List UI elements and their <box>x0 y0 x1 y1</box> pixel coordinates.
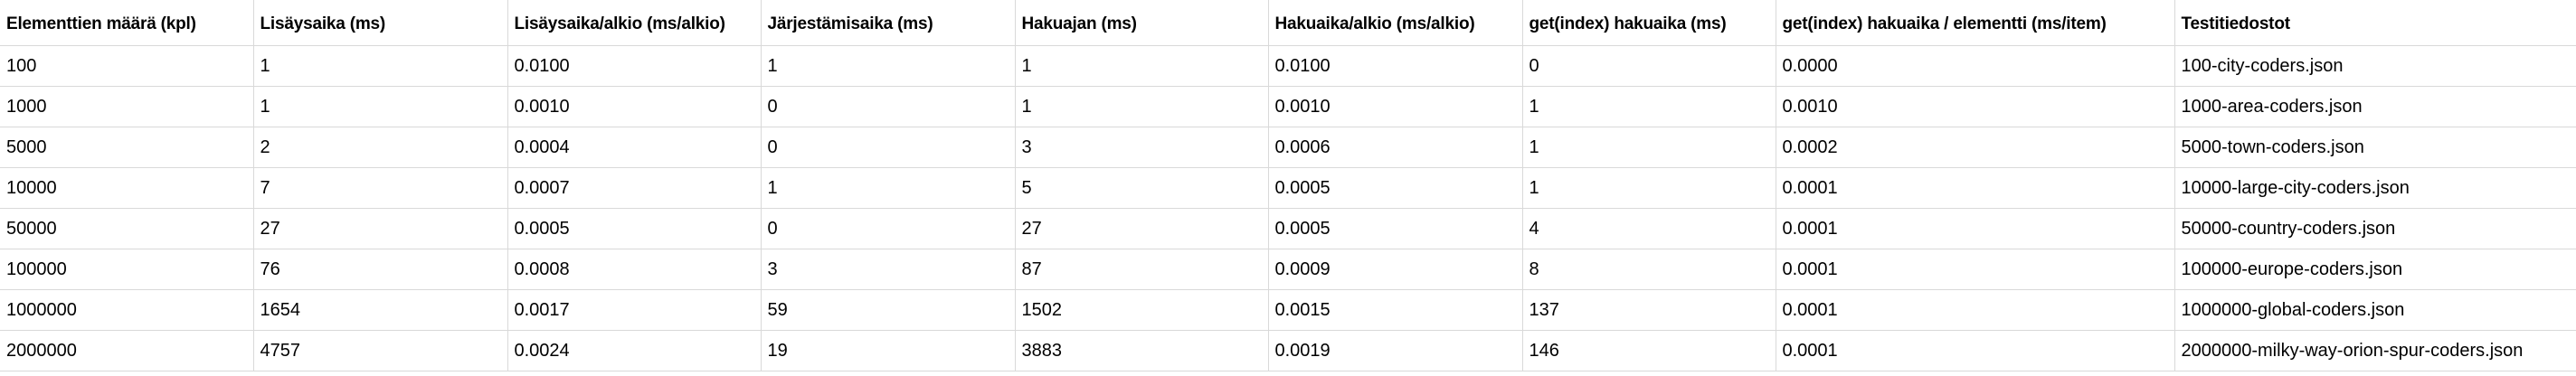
cell-insert-time-per-item[interactable]: 0.0024 <box>507 330 762 371</box>
cell-search-time[interactable]: 1502 <box>1015 289 1269 331</box>
cell-sort-time[interactable]: 3 <box>761 249 1016 290</box>
cell-get-index-time[interactable]: 137 <box>1522 289 1776 331</box>
cell-sort-time[interactable]: 59 <box>761 289 1016 331</box>
table-row: 1000 1 0.0010 0 1 0.0010 1 0.0010 1000-area-code… <box>0 86 2576 127</box>
cell-search-time-per-item[interactable]: 0.0005 <box>1268 208 1523 249</box>
cell-insert-time[interactable]: 7 <box>253 167 508 209</box>
cell-insert-time[interactable]: 1 <box>253 86 508 127</box>
cell-element-count[interactable]: 1000 <box>0 86 254 127</box>
cell-get-index-time[interactable]: 0 <box>1522 45 1776 87</box>
cell-search-time-per-item[interactable]: 0.0005 <box>1268 167 1523 209</box>
header-cell-test-files[interactable]: Testitiedostot <box>2174 0 2576 46</box>
cell-element-count[interactable]: 1000000 <box>0 289 254 331</box>
cell-element-count[interactable]: 100000 <box>0 249 254 290</box>
header-row: Elementtien määrä (kpl) Lisäysaika (ms) … <box>0 0 2576 46</box>
cell-insert-time[interactable]: 2 <box>253 127 508 168</box>
cell-element-count[interactable]: 10000 <box>0 167 254 209</box>
header-cell-insert-time[interactable]: Lisäysaika (ms) <box>253 0 508 46</box>
cell-insert-time[interactable]: 1 <box>253 45 508 87</box>
cell-insert-time[interactable]: 27 <box>253 208 508 249</box>
cell-search-time[interactable]: 3 <box>1015 127 1269 168</box>
cell-get-index-time-per-item[interactable]: 0.0000 <box>1776 45 2175 87</box>
table-row: 2000000 4757 0.0024 19 3883 0.0019 146 0.0001 20… <box>0 330 2576 371</box>
cell-sort-time[interactable]: 1 <box>761 45 1016 87</box>
cell-search-time-per-item[interactable]: 0.0009 <box>1268 249 1523 290</box>
cell-get-index-time-per-item[interactable]: 0.0001 <box>1776 330 2175 371</box>
cell-search-time-per-item[interactable]: 0.0019 <box>1268 330 1523 371</box>
header-cell-get-index-time[interactable]: get(index) hakuaika (ms) <box>1522 0 1776 46</box>
cell-sort-time[interactable]: 0 <box>761 208 1016 249</box>
cell-search-time-per-item[interactable]: 0.0100 <box>1268 45 1523 87</box>
cell-insert-time-per-item[interactable]: 0.0004 <box>507 127 762 168</box>
cell-insert-time[interactable]: 76 <box>253 249 508 290</box>
cell-search-time[interactable]: 5 <box>1015 167 1269 209</box>
cell-element-count[interactable]: 100 <box>0 45 254 87</box>
cell-get-index-time[interactable]: 8 <box>1522 249 1776 290</box>
cell-search-time-per-item[interactable]: 0.0006 <box>1268 127 1523 168</box>
cell-search-time-per-item[interactable]: 0.0015 <box>1268 289 1523 331</box>
cell-insert-time[interactable]: 1654 <box>253 289 508 331</box>
cell-sort-time[interactable]: 0 <box>761 86 1016 127</box>
table-row: 100000 76 0.0008 3 87 0.0009 8 0.0001 100000-eur… <box>0 249 2576 290</box>
table-body: 100 1 0.0100 1 1 0.0100 0 0.0000 100-city-coders… <box>0 45 2576 371</box>
cell-insert-time-per-item[interactable]: 0.0008 <box>507 249 762 290</box>
cell-get-index-time-per-item[interactable]: 0.0002 <box>1776 127 2175 168</box>
cell-insert-time[interactable]: 4757 <box>253 330 508 371</box>
header-cell-search-time[interactable]: Hakuajan (ms) <box>1015 0 1269 46</box>
cell-insert-time-per-item[interactable]: 0.0007 <box>507 167 762 209</box>
table-row: 50000 27 0.0005 0 27 0.0005 4 0.0001 50000-count… <box>0 208 2576 249</box>
cell-sort-time[interactable]: 19 <box>761 330 1016 371</box>
cell-search-time-per-item[interactable]: 0.0010 <box>1268 86 1523 127</box>
table-row: 10000 7 0.0007 1 5 0.0005 1 0.0001 10000-large-c… <box>0 167 2576 209</box>
cell-test-file[interactable]: 2000000-milky-way-orion-spur-coders.json <box>2174 330 2576 371</box>
cell-get-index-time-per-item[interactable]: 0.0001 <box>1776 167 2175 209</box>
cell-test-file[interactable]: 1000-area-coders.json <box>2174 86 2576 127</box>
header-cell-sort-time[interactable]: Järjestämisaika (ms) <box>761 0 1016 46</box>
header-cell-insert-time-per-item[interactable]: Lisäysaika/alkio (ms/alkio) <box>507 0 762 46</box>
cell-get-index-time-per-item[interactable]: 0.0001 <box>1776 249 2175 290</box>
cell-test-file[interactable]: 100-city-coders.json <box>2174 45 2576 87</box>
header-cell-get-index-time-per-item[interactable]: get(index) hakuaika / elementti (ms/item… <box>1776 0 2175 46</box>
cell-test-file[interactable]: 10000-large-city-coders.json <box>2174 167 2576 209</box>
cell-search-time[interactable]: 3883 <box>1015 330 1269 371</box>
cell-test-file[interactable]: 100000-europe-coders.json <box>2174 249 2576 290</box>
cell-sort-time[interactable]: 1 <box>761 167 1016 209</box>
cell-search-time[interactable]: 1 <box>1015 86 1269 127</box>
table-row: 5000 2 0.0004 0 3 0.0006 1 0.0002 5000-town-code… <box>0 127 2576 168</box>
cell-insert-time-per-item[interactable]: 0.0017 <box>507 289 762 331</box>
cell-test-file[interactable]: 5000-town-coders.json <box>2174 127 2576 168</box>
cell-get-index-time-per-item[interactable]: 0.0010 <box>1776 86 2175 127</box>
cell-element-count[interactable]: 2000000 <box>0 330 254 371</box>
cell-search-time[interactable]: 27 <box>1015 208 1269 249</box>
header-cell-search-time-per-item[interactable]: Hakuaika/alkio (ms/alkio) <box>1268 0 1523 46</box>
cell-insert-time-per-item[interactable]: 0.0010 <box>507 86 762 127</box>
table-row: 100 1 0.0100 1 1 0.0100 0 0.0000 100-city-coders… <box>0 45 2576 87</box>
cell-insert-time-per-item[interactable]: 0.0100 <box>507 45 762 87</box>
header-cell-element-count[interactable]: Elementtien määrä (kpl) <box>0 0 254 46</box>
table-row: 1000000 1654 0.0017 59 1502 0.0015 137 0.0001 10… <box>0 289 2576 331</box>
cell-get-index-time[interactable]: 1 <box>1522 86 1776 127</box>
cell-element-count[interactable]: 5000 <box>0 127 254 168</box>
cell-search-time[interactable]: 1 <box>1015 45 1269 87</box>
cell-get-index-time-per-item[interactable]: 0.0001 <box>1776 289 2175 331</box>
cell-search-time[interactable]: 87 <box>1015 249 1269 290</box>
cell-sort-time[interactable]: 0 <box>761 127 1016 168</box>
cell-element-count[interactable]: 50000 <box>0 208 254 249</box>
cell-get-index-time-per-item[interactable]: 0.0001 <box>1776 208 2175 249</box>
cell-insert-time-per-item[interactable]: 0.0005 <box>507 208 762 249</box>
cell-get-index-time[interactable]: 1 <box>1522 127 1776 168</box>
cell-test-file[interactable]: 1000000-global-coders.json <box>2174 289 2576 331</box>
cell-test-file[interactable]: 50000-country-coders.json <box>2174 208 2576 249</box>
cell-get-index-time[interactable]: 1 <box>1522 167 1776 209</box>
cell-get-index-time[interactable]: 146 <box>1522 330 1776 371</box>
cell-get-index-time[interactable]: 4 <box>1522 208 1776 249</box>
